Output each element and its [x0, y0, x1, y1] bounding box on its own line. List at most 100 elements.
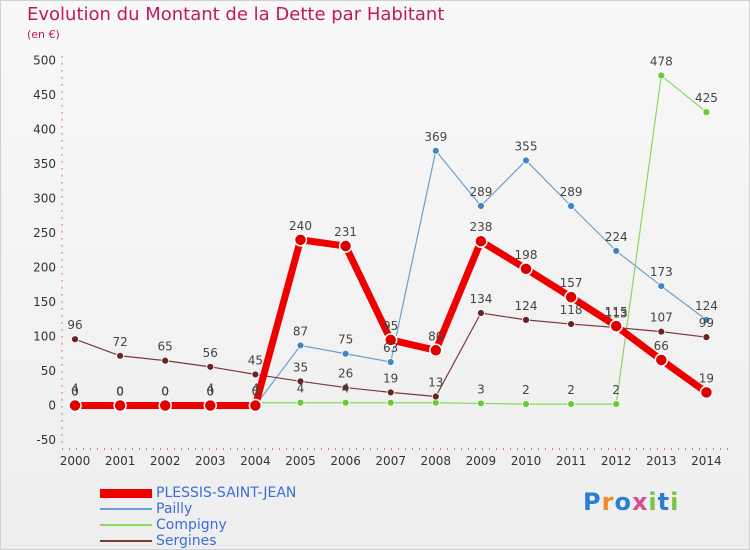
data-label: 63 — [383, 341, 398, 355]
x-tick-label: 2001 — [105, 454, 136, 468]
data-label: 173 — [650, 265, 673, 279]
data-label: 4 — [297, 382, 305, 396]
data-point-compigny — [657, 71, 666, 80]
data-point-sergines — [702, 333, 711, 342]
data-label: 99 — [699, 316, 714, 330]
data-point-sergines — [341, 383, 350, 392]
data-point-plessis-saint-jean — [383, 333, 398, 347]
data-point-plessis-saint-jean — [158, 398, 172, 413]
x-tick-label: 2011 — [556, 454, 587, 468]
data-point-sergines — [386, 388, 395, 397]
data-point-sergines — [161, 356, 170, 365]
data-point-sergines — [206, 362, 215, 371]
data-label: 4 — [206, 382, 214, 396]
x-tick-label: 2012 — [601, 454, 632, 468]
data-label: 13 — [428, 376, 443, 390]
y-tick-label: 150 — [33, 295, 56, 309]
y-tick-label: 500 — [33, 53, 56, 67]
x-tick-label: 2006 — [330, 454, 361, 468]
data-point-plessis-saint-jean — [113, 398, 127, 413]
data-label: 355 — [515, 139, 538, 153]
y-tick-label: 200 — [33, 260, 56, 274]
data-label: 0 — [116, 385, 124, 399]
data-point-plessis-saint-jean — [609, 319, 623, 333]
data-label: 75 — [338, 333, 353, 347]
data-label: 0 — [71, 385, 79, 399]
data-point-plessis-saint-jean — [654, 353, 669, 367]
data-label: 124 — [515, 299, 538, 313]
data-point-plessis-saint-jean — [699, 385, 714, 400]
data-label: 3 — [477, 382, 485, 396]
data-label: 0 — [116, 385, 124, 399]
data-point-plessis-saint-jean — [474, 234, 488, 248]
data-label: 19 — [383, 371, 398, 385]
data-label: 0 — [252, 385, 260, 399]
logo-letter: t — [657, 488, 671, 516]
x-tick-label: 2009 — [466, 454, 497, 468]
x-tick-label: 2000 — [60, 454, 91, 468]
data-point-compigny — [702, 108, 711, 117]
data-point-pailly — [612, 246, 621, 255]
data-point-pailly — [702, 316, 711, 324]
data-label: 0 — [161, 385, 169, 399]
data-label: 65 — [158, 340, 173, 354]
legend-swatch — [100, 540, 152, 542]
legend-swatch — [100, 488, 152, 498]
data-label: 231 — [334, 225, 357, 239]
x-tick-label: 2002 — [150, 454, 181, 468]
data-label: 35 — [293, 360, 308, 374]
data-label: 198 — [515, 248, 538, 262]
data-point-compigny — [567, 400, 575, 409]
y-tick-label: -50 — [36, 433, 56, 447]
data-point-plessis-saint-jean — [68, 398, 82, 413]
data-label: 113 — [605, 306, 628, 320]
data-label: 134 — [469, 292, 492, 306]
data-label: 289 — [560, 185, 583, 199]
data-label: 478 — [650, 55, 673, 69]
data-point-pailly — [386, 358, 395, 366]
data-label: 19 — [699, 371, 714, 385]
data-label: 124 — [695, 299, 718, 313]
data-point-sergines — [476, 309, 485, 317]
y-tick-label: 350 — [33, 157, 56, 171]
data-label: 2 — [522, 383, 530, 397]
data-label: 115 — [605, 305, 628, 319]
logo-letter: r — [601, 488, 615, 516]
data-label: 4 — [342, 382, 350, 396]
data-label: 4 — [252, 382, 260, 396]
data-label: 240 — [289, 219, 312, 233]
data-label: 2 — [612, 383, 620, 397]
data-label: 0 — [206, 385, 214, 399]
y-tick-label: 100 — [33, 329, 56, 343]
data-label: 95 — [383, 319, 398, 333]
data-label: 425 — [695, 91, 718, 105]
x-tick-label: 2005 — [285, 454, 316, 468]
data-point-compigny — [341, 398, 350, 407]
legend-label: Compigny — [156, 517, 227, 533]
data-point-compigny — [296, 398, 305, 407]
data-point-pailly — [567, 202, 575, 210]
data-label: 2 — [567, 383, 575, 397]
logo-letter: i — [670, 488, 680, 516]
x-tick-label: 2013 — [646, 454, 677, 468]
data-label: 224 — [605, 230, 628, 244]
data-point-pailly — [431, 146, 440, 155]
data-label: 0 — [71, 385, 79, 399]
data-point-sergines — [71, 335, 79, 344]
data-label: 118 — [560, 303, 583, 317]
data-point-sergines — [522, 316, 530, 324]
legend-label: Pailly — [156, 501, 193, 517]
legend-label: Sergines — [156, 533, 217, 549]
data-label: 0 — [252, 385, 260, 399]
chart-title: Evolution du Montant de la Dette par Hab… — [27, 4, 445, 25]
data-label: 80 — [428, 329, 443, 343]
y-tick-label: 300 — [33, 191, 56, 205]
data-label: 87 — [293, 324, 308, 338]
y-tick-label: 400 — [33, 122, 56, 136]
data-label: 4 — [71, 382, 79, 396]
data-point-plessis-saint-jean — [338, 239, 353, 253]
logo-letter: i — [648, 488, 658, 516]
data-point-plessis-saint-jean — [248, 398, 263, 413]
